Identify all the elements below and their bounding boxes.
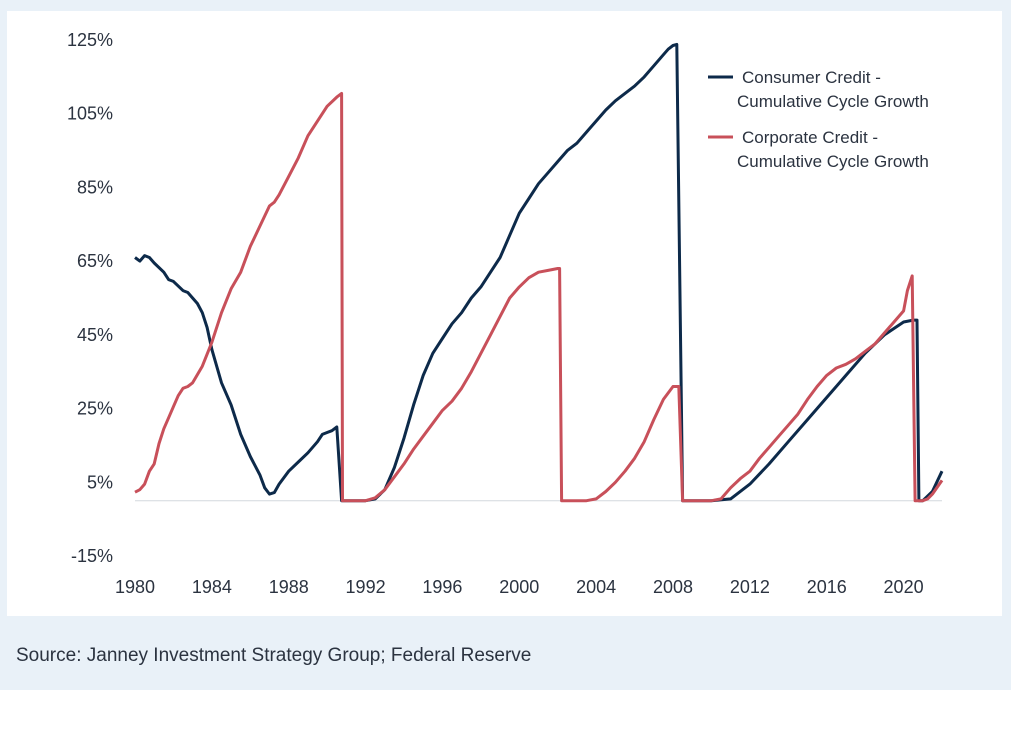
x-tick-label: 1996	[422, 577, 462, 597]
y-tick-label: 125%	[67, 30, 113, 50]
y-tick-label: -15%	[71, 546, 113, 566]
x-tick-label: 2008	[653, 577, 693, 597]
legend-label-consumer-line2: Cumulative Cycle Growth	[737, 92, 929, 111]
x-axis-ticks: 1980 1984 1988 1992 1996 2000 2004 2008 2012 2016…	[115, 577, 924, 597]
y-tick-label: 45%	[77, 325, 113, 345]
x-tick-label: 2004	[576, 577, 616, 597]
legend: Consumer Credit - Cumulative Cycle Growt…	[708, 68, 929, 171]
series-line-consumer-credit	[134, 42, 944, 503]
y-tick-label: 5%	[87, 472, 113, 492]
legend-label-consumer-line1: Consumer Credit -	[742, 68, 881, 87]
y-tick-label: 85%	[77, 177, 113, 197]
x-tick-label: 2000	[499, 577, 539, 597]
x-tick-label: 1984	[192, 577, 232, 597]
x-tick-label: 2012	[730, 577, 770, 597]
x-tick-label: 1988	[269, 577, 309, 597]
legend-label-corporate-line1: Corporate Credit -	[742, 128, 878, 147]
y-tick-label: 65%	[77, 251, 113, 271]
x-tick-label: 2016	[807, 577, 847, 597]
x-tick-label: 1980	[115, 577, 155, 597]
series-layer	[134, 42, 944, 503]
x-tick-label: 1992	[346, 577, 386, 597]
x-tick-label: 2020	[884, 577, 924, 597]
series-line-corporate-credit	[134, 91, 944, 503]
legend-label-corporate-line2: Cumulative Cycle Growth	[737, 152, 929, 171]
line-chart: 125%105%85%65%45%25%5%-15% 1980 1984 1988 1…	[67, 30, 944, 597]
y-axis-ticks: 125% 105% 85% 65% 45% 25% 5% -15%	[67, 30, 113, 566]
source-note: Source: Janney Investment Strategy Group…	[16, 645, 532, 666]
y-tick-label: 25%	[77, 399, 113, 419]
y-tick-label: 105%	[67, 104, 113, 124]
chart-panel: 125% 105% 85% 65% 45% 25% 5% -15% 1980 1984 1988 1…	[7, 11, 1002, 616]
